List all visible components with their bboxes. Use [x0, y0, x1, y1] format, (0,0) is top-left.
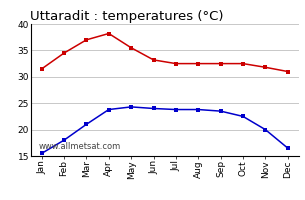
Text: www.allmetsat.com: www.allmetsat.com	[38, 142, 121, 151]
Text: Uttaradit : temperatures (°C): Uttaradit : temperatures (°C)	[30, 10, 224, 23]
